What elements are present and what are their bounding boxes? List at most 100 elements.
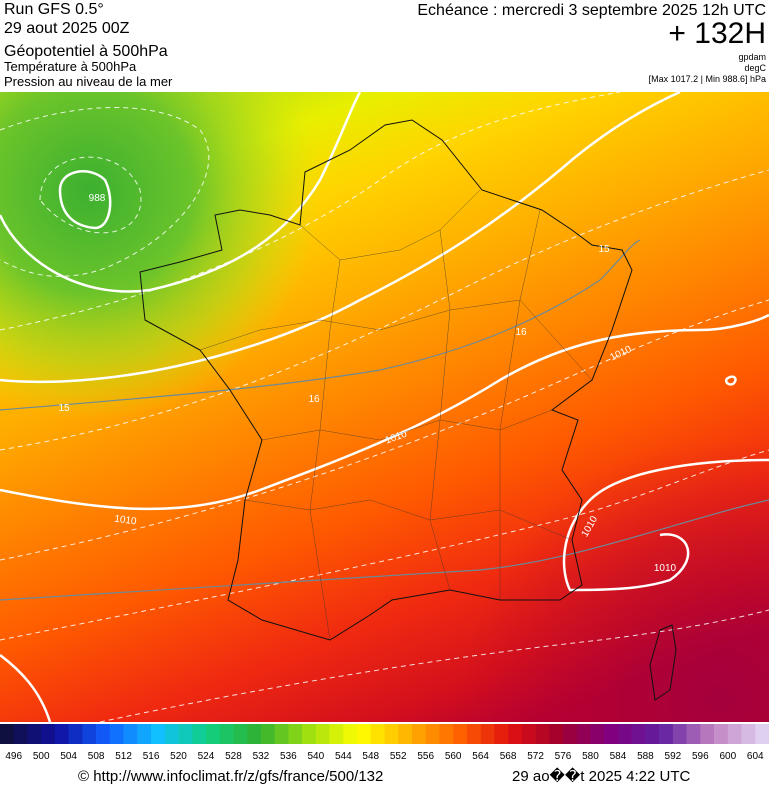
contour-label: 1010 xyxy=(114,514,138,528)
colorbar-swatch xyxy=(315,724,330,744)
colorbar-swatch xyxy=(700,724,715,744)
contour-label: 16 xyxy=(515,327,527,338)
contour-label: 16 xyxy=(308,394,320,405)
colorbar-swatch xyxy=(549,724,564,744)
colorbar-swatch xyxy=(178,724,193,744)
colorbar-label: 600 xyxy=(719,751,736,762)
colorbar-label: 596 xyxy=(692,751,709,762)
colorbar-swatch xyxy=(96,724,111,744)
colorbar-swatch xyxy=(68,724,83,744)
colorbar-label: 556 xyxy=(417,751,434,762)
colorbar-swatch xyxy=(741,724,756,744)
colorbar-label: 496 xyxy=(5,751,22,762)
colorbar-swatch xyxy=(27,724,42,744)
colorbar-swatch xyxy=(714,724,729,744)
colorbar-label: 544 xyxy=(335,751,352,762)
colorbar-label: 588 xyxy=(637,751,654,762)
colorbar-label: 548 xyxy=(362,751,379,762)
colorbar-swatch xyxy=(247,724,262,744)
colorbar-swatch xyxy=(604,724,619,744)
colorbar-swatch xyxy=(164,724,179,744)
colorbar-swatch xyxy=(659,724,674,744)
colorbar-swatch xyxy=(302,724,317,744)
colorbar-label: 568 xyxy=(500,751,517,762)
header-left-line: 29 aout 2025 00Z xyxy=(4,20,130,37)
colorbar-swatch xyxy=(54,724,69,744)
colorbar-swatch xyxy=(192,724,207,744)
colorbar-swatch xyxy=(329,724,344,744)
colorbar-label: 528 xyxy=(225,751,242,762)
coastline xyxy=(139,119,677,701)
colorbar-swatch xyxy=(425,724,440,744)
header-right-line: [Max 1017.2 | Min 988.6] hPa xyxy=(649,74,766,84)
colorbar-label: 604 xyxy=(747,751,764,762)
colorbar-swatch xyxy=(631,724,646,744)
header-right-line: + 132H xyxy=(668,17,766,50)
colorbar-label: 592 xyxy=(665,751,682,762)
colorbar-swatch xyxy=(151,724,166,744)
colorbar-swatch xyxy=(686,724,701,744)
departments xyxy=(199,189,593,641)
colorbar-swatch xyxy=(727,724,742,744)
colorbar-swatch xyxy=(508,724,523,744)
colorbar-swatch xyxy=(494,724,509,744)
colorbar-swatch xyxy=(357,724,372,744)
colorbar-label: 500 xyxy=(33,751,50,762)
colorbar-swatch xyxy=(755,724,769,744)
colorbar-swatch xyxy=(439,724,454,744)
dashed-isotherms xyxy=(0,92,769,722)
contour-label: 1010 xyxy=(654,563,677,574)
colorbar-swatch xyxy=(617,724,632,744)
colorbar-swatch xyxy=(288,724,303,744)
contour-label: 15 xyxy=(598,244,610,255)
footer-date: 29 ao��t 2025 4:22 UTC xyxy=(512,767,691,785)
warm-area xyxy=(0,92,769,722)
footer-source: © http://www.infoclimat.fr/z/gfs/france/… xyxy=(78,768,383,785)
colorbar-swatch xyxy=(13,724,28,744)
colorbar-swatch xyxy=(398,724,413,744)
colorbar-swatch xyxy=(260,724,275,744)
colorbar-swatch xyxy=(205,724,221,744)
colorbar-swatch xyxy=(645,724,660,744)
colorbar-swatch xyxy=(576,724,591,744)
colorbar-label: 512 xyxy=(115,751,132,762)
colorbar-label: 520 xyxy=(170,751,187,762)
colorbar-swatch xyxy=(343,724,358,744)
colorbar-label: 584 xyxy=(610,751,627,762)
colorbar-label: 536 xyxy=(280,751,297,762)
colorbar-swatch xyxy=(82,724,97,744)
colorbar: 496 500 504 508 512 516 520 524 528 532 536 540 544 5… xyxy=(0,724,769,762)
contour-label: 988 xyxy=(89,193,106,204)
header-left-line: Run GFS 0.5° xyxy=(4,1,104,18)
colorbar-swatch xyxy=(384,724,399,744)
colorbar-label: 560 xyxy=(445,751,462,762)
contour-label: 15 xyxy=(58,403,70,414)
colorbar-swatch xyxy=(411,724,426,744)
colorbar-swatch xyxy=(109,724,124,744)
colorbar-swatch xyxy=(0,724,15,744)
colorbar-swatch xyxy=(453,724,468,744)
colorbar-swatch xyxy=(590,724,605,744)
header-left-line: Géopotentiel à 500hPa xyxy=(4,43,168,60)
colorbar-label: 524 xyxy=(198,751,215,762)
temperature-isolines xyxy=(0,239,769,601)
colorbar-label: 552 xyxy=(390,751,407,762)
colorbar-swatch xyxy=(521,724,536,744)
colorbar-swatch xyxy=(480,724,495,744)
colorbar-swatch xyxy=(370,724,385,744)
colorbar-swatch xyxy=(41,724,56,744)
colorbar-label: 580 xyxy=(582,751,599,762)
colorbar-label: 532 xyxy=(253,751,270,762)
colorbar-swatch xyxy=(466,724,481,744)
colorbar-swatch xyxy=(563,724,578,744)
colorbar-label: 516 xyxy=(143,751,160,762)
header-left-line: Température à 500hPa xyxy=(4,59,137,74)
colorbar-swatch xyxy=(233,724,248,744)
colorbar-label: 508 xyxy=(88,751,105,762)
isobars xyxy=(0,92,769,722)
colorbar-label: 576 xyxy=(555,751,572,762)
colorbar-swatch xyxy=(274,724,289,744)
colorbar-swatch xyxy=(137,724,152,744)
colorbar-swatch xyxy=(672,724,687,744)
